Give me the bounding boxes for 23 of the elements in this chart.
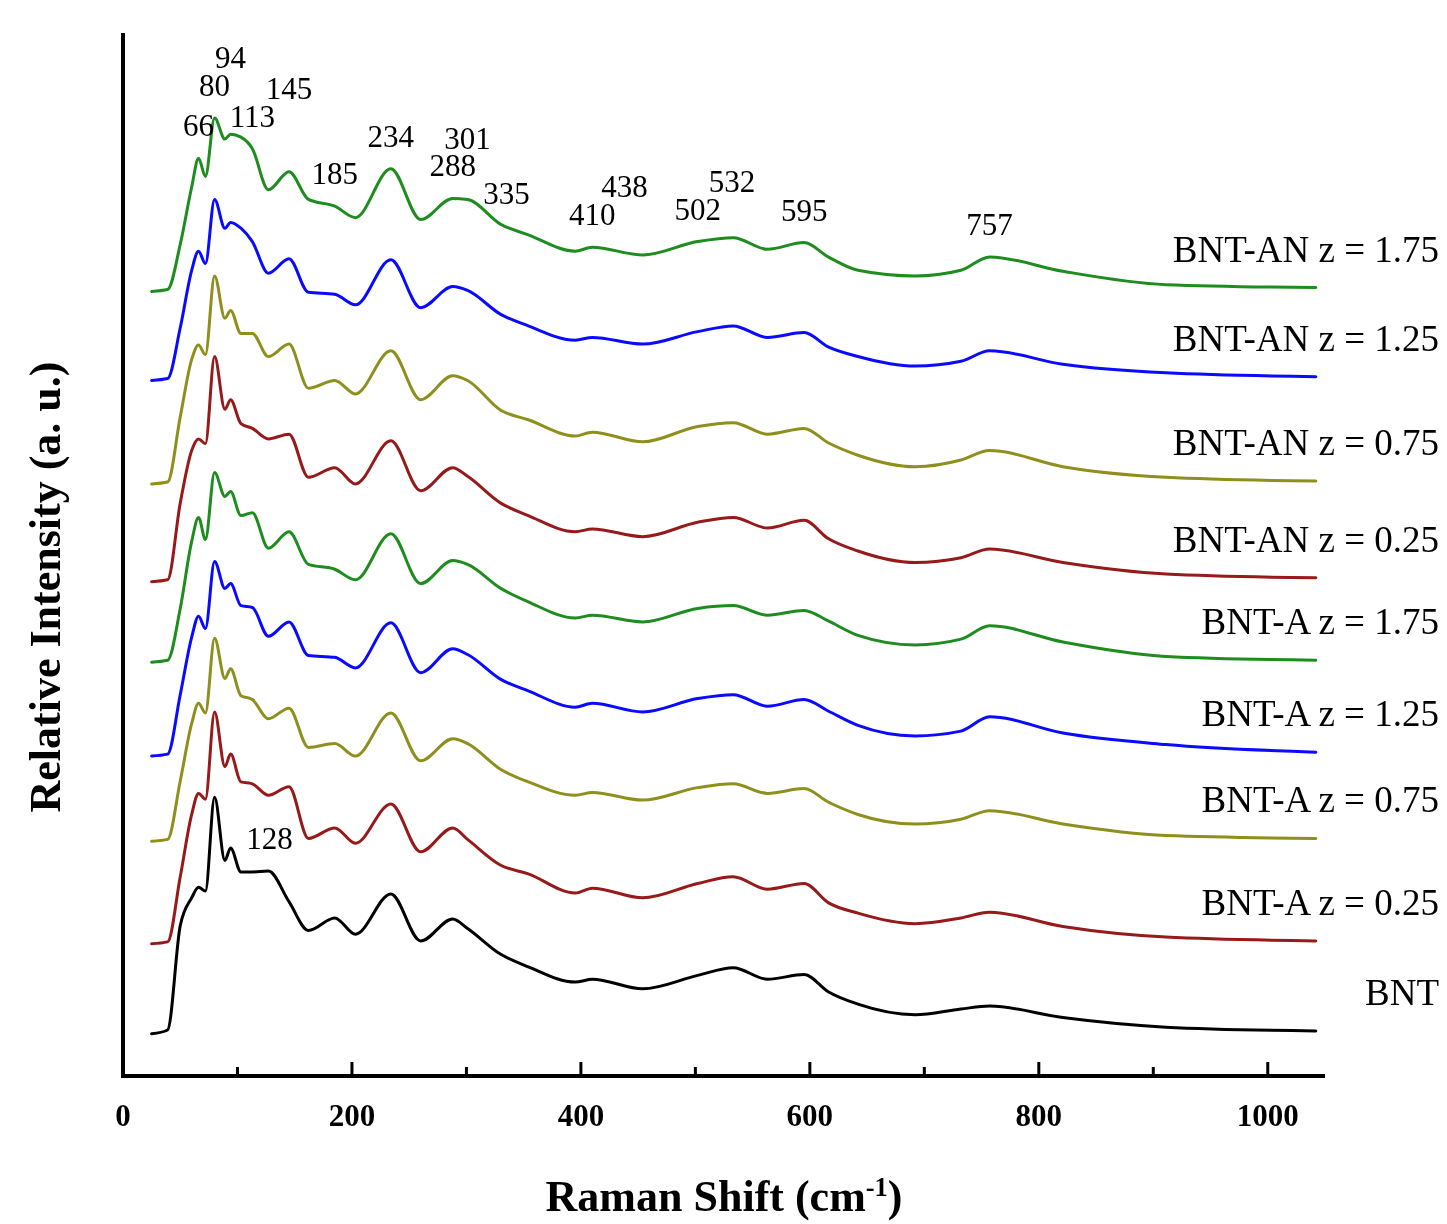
x-tick-label: 600 — [786, 1098, 834, 1133]
series-label: BNT-A z = 1.25 — [1201, 693, 1439, 735]
x-tick-label: 0 — [115, 1098, 131, 1133]
series-label: BNT — [1365, 971, 1439, 1013]
series-label: BNT-A z = 1.75 — [1201, 601, 1439, 643]
x-tick-label: 800 — [1015, 1098, 1063, 1133]
series-label: BNT-AN z = 0.25 — [1172, 518, 1439, 560]
annotation: 234 — [367, 118, 415, 154]
series-label: BNT-AN z = 0.75 — [1172, 422, 1439, 464]
series-label: BNT-AN z = 1.25 — [1172, 317, 1439, 359]
series-label: BNT-AN z = 1.75 — [1172, 228, 1439, 270]
annotation: 595 — [780, 192, 828, 228]
x-tick-label: 1000 — [1236, 1098, 1299, 1133]
x-tick-label: 200 — [328, 1098, 376, 1133]
annotation: 185 — [311, 156, 359, 192]
annotation: 757 — [966, 206, 1013, 242]
series-label: BNT-A z = 0.25 — [1201, 881, 1439, 923]
x-axis-title: Raman Shift (cm$^{-1}$) — [545, 1172, 903, 1221]
series-label: BNT-A z = 0.75 — [1201, 779, 1439, 821]
x-tick-label: 400 — [557, 1098, 605, 1133]
y-axis-title: Relative Intensity (a. u.) — [21, 361, 70, 813]
annotation: 128 — [246, 820, 293, 856]
annotation: 335 — [483, 176, 530, 212]
